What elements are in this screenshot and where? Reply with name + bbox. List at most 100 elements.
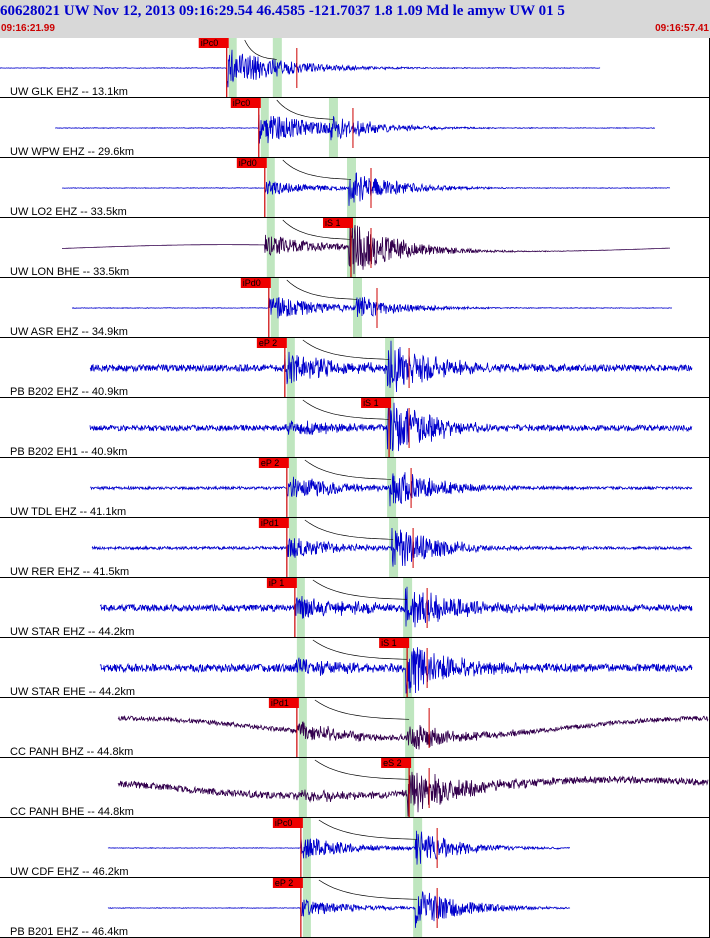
waveform: [99, 586, 693, 628]
coda-curve: [276, 99, 334, 120]
pick-flag: [381, 758, 412, 768]
waveform: [0, 49, 601, 88]
waveform: [89, 340, 693, 393]
seismogram-panel: iPc0 UW GLK EHZ -- 13.1km iPc0 UW WPW EHZ -…: [0, 38, 710, 938]
start-time: 09:16:21.99: [1, 23, 55, 34]
pick-flag: [322, 218, 353, 228]
trace-row: eS 2 CC PANH BHE -- 44.8km: [0, 758, 710, 818]
waveform: [71, 296, 673, 319]
waveform: [91, 527, 693, 567]
p-window: [298, 758, 307, 818]
trace-row: iS 1 UW STAR EHE -- 44.2km: [0, 638, 710, 698]
pick-flag: [272, 818, 303, 828]
waveform: [99, 647, 693, 694]
pick-flag: [268, 698, 299, 708]
end-time: 09:16:57.41: [655, 23, 709, 34]
pick-flag: [272, 878, 303, 888]
coda-curve: [282, 159, 352, 180]
trace-row: iPd0 UW LO2 EHZ -- 33.5km: [0, 158, 710, 218]
trace-row: iPc0 UW WPW EHZ -- 29.6km: [0, 98, 710, 158]
pick-label: eP 2: [259, 338, 277, 348]
pick-flag: [258, 518, 289, 528]
coda-curve: [318, 879, 418, 900]
pick-label: iPd1: [271, 698, 289, 708]
trace-label: UW LO2 EHZ -- 33.5km: [10, 206, 127, 218]
coda-curve: [312, 639, 408, 660]
header-bar: 60628021 UW Nov 12, 2013 09:16:29.54 46.…: [0, 0, 710, 38]
pick-flag: [198, 38, 229, 48]
trace-label: UW RER EHZ -- 41.5km: [10, 566, 129, 578]
pick-label: iS 1: [325, 218, 341, 228]
waveform: [62, 224, 670, 275]
trace-row: eP 2 PB B202 EHZ -- 40.9km: [0, 338, 710, 398]
trace-row: eP 2 PB B201 EHZ -- 46.4km: [0, 878, 710, 938]
s-window: [387, 458, 397, 518]
p-window: [270, 278, 279, 338]
coda-curve: [304, 459, 392, 480]
trace-row: iPd1 UW RER EHZ -- 41.5km: [0, 518, 710, 578]
trace-label: UW WPW EHZ -- 29.6km: [10, 146, 134, 158]
pick-flag: [361, 398, 392, 408]
s-window: [413, 878, 423, 938]
coda-curve: [314, 759, 410, 780]
pick-label: iPd1: [261, 518, 279, 528]
trace-label: UW ASR EHZ -- 34.9km: [10, 326, 128, 338]
waveform: [117, 771, 709, 817]
trace-row: iP 1 UW STAR EHZ -- 44.2km: [0, 578, 710, 638]
pick-label: iS 1: [381, 638, 397, 648]
pick-flag: [266, 578, 297, 588]
pick-label: iPc0: [233, 98, 251, 108]
pick-flag: [236, 158, 267, 168]
trace-label: PB B201 EHZ -- 46.4km: [10, 926, 128, 938]
coda-curve: [314, 699, 410, 720]
coda-curve: [302, 339, 390, 360]
waveform: [55, 114, 656, 144]
trace-label: CC PANH BHE -- 44.8km: [10, 806, 134, 818]
pick-label: iP 1: [269, 578, 284, 588]
pick-flag: [258, 458, 289, 468]
coda-curve: [304, 519, 394, 540]
pick-label: eP 2: [261, 458, 279, 468]
trace-label: UW TDL EHZ -- 41.1km: [10, 506, 126, 518]
p-window: [266, 158, 275, 218]
coda-curve: [302, 399, 390, 420]
pick-label: eP 2: [275, 878, 293, 888]
s-window: [328, 98, 338, 158]
p-window: [260, 98, 269, 158]
trace-label: PB B202 EH1 -- 40.9km: [10, 446, 127, 458]
pick-label: iPd0: [243, 278, 261, 288]
waveform: [89, 399, 693, 452]
coda-curve: [318, 819, 418, 840]
coda-curve: [286, 279, 358, 300]
pick-flag: [256, 338, 287, 348]
trace-row: iPd1 CC PANH BHZ -- 44.8km: [0, 698, 710, 758]
pick-label: iS 1: [363, 398, 379, 408]
trace-label: UW GLK EHZ -- 13.1km: [10, 86, 128, 98]
s-window: [346, 158, 356, 218]
pick-label: iPc0: [275, 818, 293, 828]
trace-label: UW STAR EHZ -- 44.2km: [10, 626, 134, 638]
trace-label: PB B202 EHZ -- 40.9km: [10, 386, 128, 398]
event-title: 60628021 UW Nov 12, 2013 09:16:29.54 46.…: [0, 3, 565, 19]
pick-label: iPd0: [239, 158, 257, 168]
waveform: [117, 715, 709, 750]
pick-flag: [379, 638, 410, 648]
trace-row: iS 1 UW LON BHE -- 33.5km: [0, 218, 710, 278]
trace-label: CC PANH BHZ -- 44.8km: [10, 746, 133, 758]
waveform: [89, 472, 693, 507]
waveform: [107, 891, 571, 928]
trace-row: eP 2 UW TDL EHZ -- 41.1km: [0, 458, 710, 518]
coda-curve: [244, 39, 277, 60]
trace-row: iPd0 UW ASR EHZ -- 34.9km: [0, 278, 710, 338]
p-window: [302, 878, 311, 938]
trace-row: iS 1 PB B202 EH1 -- 40.9km: [0, 398, 710, 458]
waveform: [107, 830, 570, 865]
pick-label: iPc0: [201, 38, 219, 48]
trace-label: UW LON BHE -- 33.5km: [10, 266, 129, 278]
trace-label: UW CDF EHZ -- 46.2km: [10, 866, 129, 878]
pick-label: eS 2: [383, 758, 402, 768]
trace-row: iPc0 UW GLK EHZ -- 13.1km: [0, 38, 710, 98]
coda-curve: [282, 219, 352, 240]
coda-curve: [312, 579, 408, 600]
trace-row: iPc0 UW CDF EHZ -- 46.2km: [0, 818, 710, 878]
